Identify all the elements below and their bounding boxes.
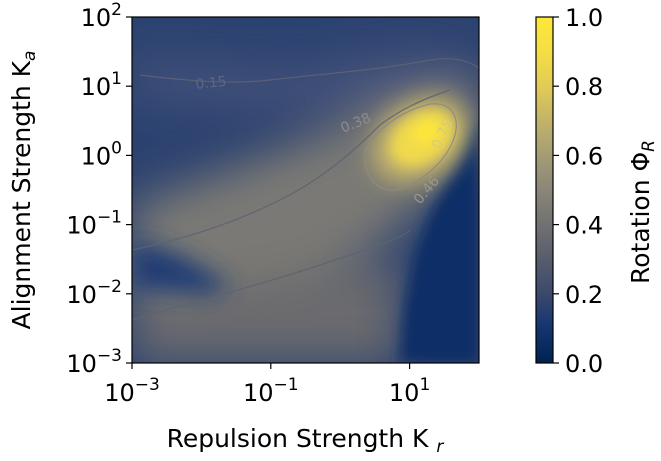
colorbar-ticks: 0.0 0.2 0.4 0.6 0.8 1.0: [553, 4, 603, 378]
colorbar: [536, 17, 553, 363]
colorbar-tick-label: 0.6: [565, 142, 603, 170]
y-axis-title: Alignment Strength Ka: [7, 51, 40, 330]
y-tick-label: 102: [81, 0, 122, 32]
colorbar-frame: [535, 16, 554, 364]
y-tick-label: 10−1: [66, 208, 122, 240]
x-tick-label: 101: [389, 375, 430, 407]
y-tick-label: 101: [81, 69, 122, 101]
y-tick-label: 10−3: [66, 346, 122, 378]
plot-frame: [131, 16, 480, 364]
x-axis-ticks: 10−3 10−1 101: [104, 363, 430, 407]
heatmap-field: [132, 17, 479, 363]
colorbar-tick-label: 0.2: [565, 281, 603, 309]
y-axis-ticks: 10−3 10−2 10−1 100 101 102: [66, 0, 132, 378]
y-tick-label: 100: [81, 138, 122, 170]
x-axis-title: Repulsion Strength K r: [167, 424, 445, 457]
x-tick-label: 10−1: [243, 375, 299, 407]
contour-lines: [132, 58, 479, 321]
colorbar-tick-label: 0.0: [565, 350, 603, 378]
x-tick-label: 10−3: [104, 375, 160, 407]
colorbar-tick-label: 0.4: [565, 212, 603, 240]
colorbar-tick-label: 1.0: [565, 4, 603, 32]
y-tick-label: 10−2: [66, 277, 122, 309]
colorbar-tick-label: 0.8: [565, 73, 603, 101]
colorbar-title: Rotation ΦR: [626, 140, 659, 284]
contour-label-015: 0.15: [195, 74, 228, 93]
